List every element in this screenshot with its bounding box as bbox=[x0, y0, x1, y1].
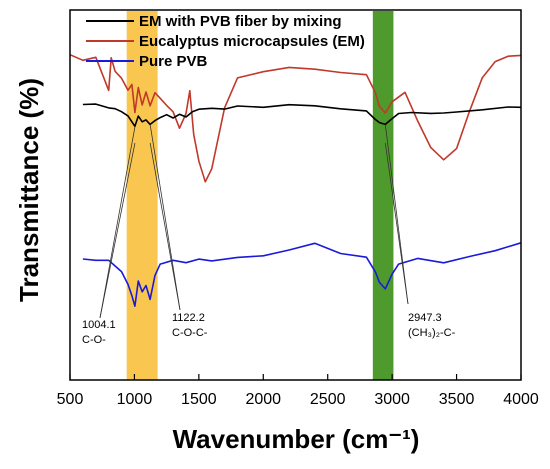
plot-frame bbox=[69, 9, 522, 381]
x-tick-label-2: 1000 bbox=[117, 391, 153, 408]
leader-bottom-2 bbox=[149, 124, 181, 311]
highlight-bands bbox=[126, 11, 394, 380]
annotation-1-line-1: 1004.1 bbox=[82, 319, 116, 331]
x-tick-label-1: 500 bbox=[57, 391, 84, 408]
annotation-3-line-2: (CH₃)₂-C- bbox=[408, 327, 456, 339]
x-tick-label-4: 2000 bbox=[245, 391, 281, 408]
x-tick-label-6: 3000 bbox=[374, 391, 410, 408]
annotation-3-line-1: 2947.3 bbox=[408, 312, 442, 324]
legend: EM with PVB fiber by mixing Eucalyptus mi… bbox=[86, 13, 365, 70]
x-axis-title: Wavenumber (cm⁻¹) bbox=[173, 424, 420, 454]
peak-annotations: 1004.1 C-O- 1122.2 C-O-C- 2947.3 (CH₃)₂-C- bbox=[82, 312, 456, 346]
x-tick-label-7: 3500 bbox=[439, 391, 475, 408]
highlight-band-1 bbox=[126, 11, 158, 380]
series-line-2 bbox=[69, 53, 522, 183]
leader-top-2 bbox=[149, 142, 181, 311]
annotation-1-line-2: C-O- bbox=[82, 334, 106, 346]
leader-bottom-1 bbox=[99, 126, 136, 319]
y-axis-title: Transmittance (%) bbox=[14, 78, 44, 302]
series-line-3 bbox=[82, 242, 522, 308]
legend-label-2: Eucalyptus microcapsules (EM) bbox=[139, 33, 365, 50]
annotation-2-line-2: C-O-C- bbox=[172, 327, 208, 339]
legend-label-3: Pure PVB bbox=[139, 53, 208, 70]
annotation-leaders bbox=[99, 124, 409, 319]
x-tick-label-8: 4000 bbox=[503, 391, 539, 408]
leader-top-1 bbox=[99, 142, 136, 319]
annotation-2-line-1: 1122.2 bbox=[172, 312, 205, 324]
series-lines bbox=[69, 53, 522, 308]
x-tick-labels: 500 1000 1500 2000 2500 3000 3500 4000 bbox=[57, 391, 539, 408]
legend-label-1: EM with PVB fiber by mixing bbox=[139, 13, 342, 30]
x-tick-label-3: 1500 bbox=[181, 391, 217, 408]
leader-bottom-3 bbox=[384, 124, 409, 305]
x-tick-label-5: 2500 bbox=[310, 391, 346, 408]
series-line-1 bbox=[82, 103, 522, 128]
highlight-band-2 bbox=[372, 11, 394, 380]
axes bbox=[69, 9, 522, 381]
